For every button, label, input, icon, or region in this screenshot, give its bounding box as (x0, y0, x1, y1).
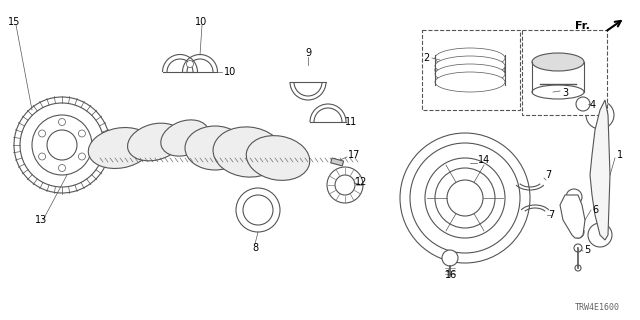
Circle shape (79, 130, 85, 137)
Circle shape (576, 97, 590, 111)
Bar (331, 158, 344, 166)
Ellipse shape (435, 56, 505, 76)
Circle shape (410, 143, 520, 253)
Ellipse shape (435, 72, 505, 92)
Ellipse shape (213, 127, 283, 177)
Text: 7: 7 (545, 170, 551, 180)
Text: 8: 8 (252, 243, 258, 253)
Circle shape (243, 195, 273, 225)
Circle shape (14, 97, 110, 193)
Text: 10: 10 (224, 67, 236, 77)
Circle shape (425, 158, 505, 238)
Text: 14: 14 (478, 155, 490, 165)
Text: 1: 1 (617, 150, 623, 160)
Circle shape (20, 103, 104, 187)
Ellipse shape (435, 48, 505, 68)
Circle shape (575, 265, 581, 271)
Ellipse shape (161, 120, 209, 156)
Circle shape (442, 250, 458, 266)
Text: 12: 12 (355, 177, 367, 187)
Circle shape (586, 101, 614, 129)
Circle shape (58, 164, 65, 172)
Text: TRW4E1600: TRW4E1600 (575, 303, 620, 313)
Circle shape (327, 167, 363, 203)
Text: 16: 16 (445, 270, 457, 280)
Circle shape (38, 130, 45, 137)
Polygon shape (590, 100, 610, 240)
Circle shape (58, 118, 65, 125)
Ellipse shape (88, 128, 152, 168)
Text: 2: 2 (423, 53, 429, 63)
Ellipse shape (532, 53, 584, 71)
Text: 3: 3 (562, 88, 568, 98)
Circle shape (574, 244, 582, 252)
Bar (522, 30, 607, 115)
Text: 13: 13 (35, 215, 47, 225)
Circle shape (79, 153, 85, 160)
Ellipse shape (532, 85, 584, 99)
Text: 9: 9 (305, 48, 311, 58)
Circle shape (435, 168, 495, 228)
Circle shape (236, 188, 280, 232)
Text: 17: 17 (348, 150, 360, 160)
Text: 5: 5 (584, 245, 590, 255)
Text: 15: 15 (8, 17, 20, 27)
Polygon shape (560, 195, 585, 238)
Bar (422, 30, 520, 110)
Circle shape (566, 189, 582, 205)
Circle shape (38, 153, 45, 160)
Text: 7: 7 (548, 210, 554, 220)
Ellipse shape (246, 136, 310, 180)
Circle shape (400, 133, 530, 263)
Text: 4: 4 (590, 100, 596, 110)
Circle shape (572, 226, 584, 238)
Text: 6: 6 (592, 205, 598, 215)
Circle shape (32, 115, 92, 175)
Ellipse shape (435, 60, 505, 80)
Ellipse shape (435, 64, 505, 84)
Circle shape (186, 60, 193, 68)
Circle shape (47, 130, 77, 160)
Circle shape (588, 223, 612, 247)
Ellipse shape (127, 123, 182, 161)
Circle shape (335, 175, 355, 195)
Text: 10: 10 (195, 17, 207, 27)
Text: 11: 11 (345, 117, 357, 127)
Text: Fr.: Fr. (575, 21, 590, 31)
Ellipse shape (185, 126, 245, 170)
Circle shape (447, 180, 483, 216)
